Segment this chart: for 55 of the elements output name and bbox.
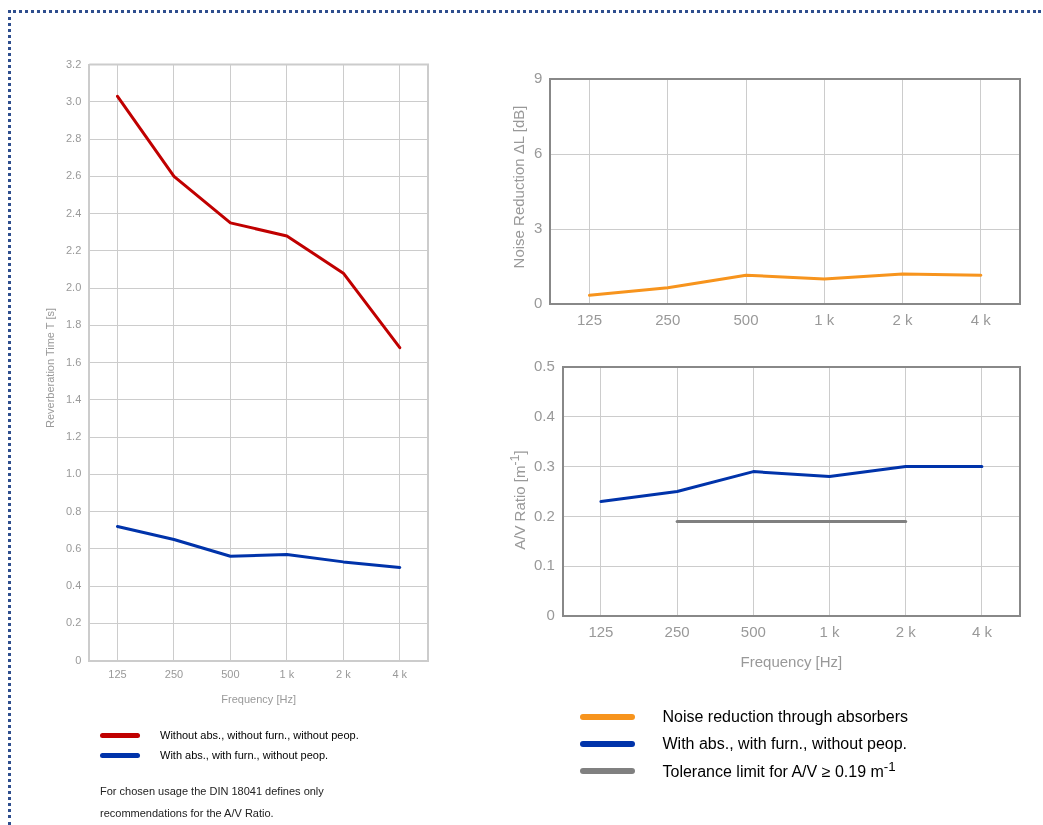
y-tick-label: 0 [546, 606, 555, 624]
y-tick-label: 9 [534, 69, 543, 87]
y-tick-label: 2.2 [65, 243, 82, 256]
legend-label: Tolerance limit for A/V ≥ 0.19 m$^{-1}$ [662, 759, 896, 782]
y-tick-label: 2.0 [65, 281, 82, 294]
legend-label: With abs., with furn., without peop. [662, 734, 908, 753]
y-tick-label: 0.8 [65, 504, 82, 517]
x-tick-label: 4 k [971, 623, 993, 641]
y-tick-label: 3.2 [65, 57, 82, 70]
legend-label: Without abs., without furn., without peop. [160, 729, 359, 741]
x-tick-label: 1 k [279, 668, 295, 681]
x-tick-label: 125 [588, 623, 614, 641]
x-tick-label: 2 k [892, 311, 914, 329]
y-tick-label: 1.8 [65, 318, 82, 331]
x-tick-label: 4 k [970, 311, 992, 329]
legend-label: Noise reduction through absorbers [662, 707, 908, 726]
y-tick-label: 1.2 [65, 430, 82, 443]
x-tick-label: 1 k [814, 311, 835, 329]
y-axis-title: Reverberation Time T [s] [44, 307, 56, 428]
y-tick-label: 0.1 [533, 556, 555, 574]
y-tick-label: 0.2 [65, 616, 82, 629]
y-tick-label: 3.0 [65, 94, 82, 107]
x-tick-label: 125 [108, 668, 127, 681]
x-tick-label: 250 [164, 668, 184, 681]
y-tick-label: 0.4 [65, 579, 82, 592]
text: For chosen usage the DIN 18041 defines only recommendations for the A/V Ratio. [100, 784, 325, 821]
y-tick-label: 3 [534, 219, 543, 237]
x-axis-title: Frequency [Hz] [740, 653, 843, 671]
y-tick-label: 2.8 [65, 132, 82, 145]
y-tick-label: 0 [534, 294, 543, 312]
y-tick-label: 1.4 [65, 392, 82, 405]
x-tick-label: 500 [740, 623, 766, 641]
y-tick-label: 0.5 [533, 357, 555, 375]
y-tick-label: 0.4 [533, 406, 555, 424]
x-tick-label: 500 [221, 668, 240, 681]
y-tick-label: 6 [534, 144, 543, 162]
y-tick-label: 0.6 [65, 541, 82, 554]
x-tick-label: 125 [576, 311, 602, 329]
y-tick-label: 2.4 [65, 206, 82, 219]
y-axis-title: Noise Reduction ΔL [dB] [509, 105, 527, 269]
y-tick-label: 2.6 [65, 169, 82, 182]
y-tick-label: 1.0 [65, 467, 82, 480]
x-tick-label: 500 [733, 311, 759, 329]
y-tick-label: 0.2 [533, 506, 555, 524]
x-tick-label: 2 k [895, 623, 917, 641]
y-tick-label: 1.6 [65, 355, 82, 368]
y-tick-label: 0.3 [533, 456, 555, 474]
x-tick-label: 2 k [335, 668, 352, 681]
x-tick-label: 250 [664, 623, 690, 641]
x-tick-label: 250 [655, 311, 681, 329]
legend-label: With abs., with furn., without peop. [160, 749, 329, 761]
x-tick-label: 4 k [392, 668, 408, 681]
x-tick-label: 1 k [819, 623, 841, 641]
x-axis-title: Frequency [Hz] [221, 693, 296, 706]
y-tick-label: 0 [75, 653, 82, 666]
